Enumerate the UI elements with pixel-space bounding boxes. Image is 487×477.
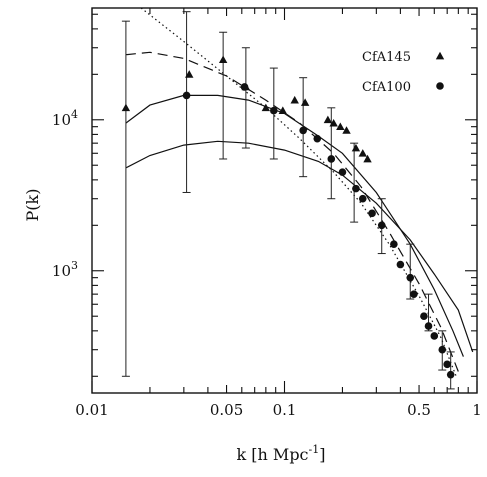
x-tick-label: 0.01 — [75, 401, 108, 419]
cfa100-point — [424, 322, 433, 330]
cfa145-point — [358, 149, 367, 157]
legend-label: CfA100 — [362, 80, 411, 95]
y-tick-label-base: 10 — [52, 111, 71, 129]
cfa100-point — [438, 345, 447, 354]
x-tick-label: 0.05 — [210, 401, 243, 419]
cfa145-point — [185, 70, 194, 78]
cfa100-point — [446, 370, 455, 379]
axis-ticks — [91, 8, 478, 393]
cfa145-point — [329, 118, 338, 127]
x-tick-label: 0.5 — [407, 401, 431, 419]
cfa145-point — [342, 126, 351, 134]
y-tick-label-base: 10 — [52, 262, 71, 280]
cfa100-point — [240, 83, 249, 91]
x-axis-title-close: ] — [319, 445, 325, 464]
cfa100-point — [299, 126, 307, 135]
cfa145-point — [278, 106, 288, 114]
plot-frame — [91, 7, 478, 394]
y-tick-label-exponent: 4 — [71, 108, 78, 121]
x-tick-label: 0.1 — [273, 401, 297, 419]
cfa100-point — [358, 194, 367, 203]
model-curve-dashed — [125, 51, 459, 372]
cfa100-point — [327, 155, 336, 163]
x-axis-title-exponent: -1 — [309, 443, 320, 456]
cfa100-point — [313, 134, 322, 143]
cfa100-point — [410, 290, 418, 298]
y-tick-label: 104 — [52, 108, 78, 129]
cfa145-point — [218, 55, 228, 64]
cfa145-point — [351, 143, 361, 152]
model-curve-solid — [125, 140, 474, 353]
y-axis-title: P(k) — [23, 189, 42, 222]
cfa100-point — [443, 360, 451, 369]
cfa145-point — [336, 122, 345, 131]
cfa145-point — [121, 103, 131, 112]
x-axis-title: k [h Mpc-1] — [237, 443, 326, 464]
cfa100-point — [406, 273, 415, 282]
y-tick-label-exponent: 3 — [71, 259, 78, 272]
y-tick-label: 103 — [52, 259, 78, 280]
cfa100-point — [420, 312, 428, 321]
x-axis-title-main: k [h Mpc — [237, 445, 309, 464]
cfa145-point — [290, 95, 299, 104]
cfa100-point — [377, 221, 386, 230]
legend-label: CfA145 — [362, 50, 411, 65]
legend: CfA145 CfA100 — [362, 50, 445, 95]
model-curves — [125, 7, 474, 377]
cfa145-point — [261, 103, 271, 112]
data-points — [121, 55, 455, 379]
cfa100-point — [368, 209, 376, 218]
cfa145-point — [323, 115, 333, 124]
model-curve-dotted — [140, 7, 457, 377]
cfa100-point — [270, 106, 278, 115]
legend-marker — [436, 82, 444, 90]
cfa145-point — [300, 98, 310, 106]
cfa100-point — [182, 91, 191, 100]
legend-marker — [435, 51, 445, 60]
cfa100-point — [430, 332, 439, 340]
cfa145-point — [363, 154, 372, 163]
cfa100-point — [352, 184, 360, 193]
cfa100-point — [338, 168, 347, 176]
error-bars — [121, 11, 455, 390]
x-tick-label: 1 — [472, 401, 482, 419]
cfa100-point — [396, 260, 405, 269]
cfa100-point — [390, 240, 398, 248]
